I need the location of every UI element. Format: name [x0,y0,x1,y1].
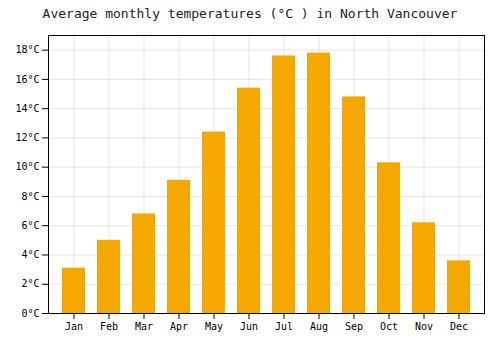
svg-text:12°C: 12°C [15,132,39,143]
svg-text:2°C: 2°C [21,278,39,289]
svg-text:Mar: Mar [135,321,153,332]
svg-text:14°C: 14°C [15,103,39,114]
svg-text:10°C: 10°C [15,161,39,172]
svg-text:Apr: Apr [170,321,188,332]
svg-text:Jan: Jan [65,321,83,332]
svg-text:0°C: 0°C [21,308,39,319]
svg-text:4°C: 4°C [21,249,39,260]
svg-text:16°C: 16°C [15,74,39,85]
svg-text:Jun: Jun [240,321,258,332]
svg-text:May: May [205,321,223,332]
svg-text:Aug: Aug [310,321,328,332]
svg-text:Dec: Dec [450,321,468,332]
svg-text:Jul: Jul [275,321,293,332]
svg-text:Nov: Nov [415,321,433,332]
html-text:Average monthly temperatures (: Average monthly temperatures (°C ) in No… [42,6,458,21]
svg-text:Feb: Feb [100,321,118,332]
svg-text:8°C: 8°C [21,191,39,202]
svg-text:18°C: 18°C [15,44,39,55]
svg-text:Oct: Oct [380,321,398,332]
svg-text:Sep: Sep [345,321,363,332]
svg-text:6°C: 6°C [21,220,39,231]
